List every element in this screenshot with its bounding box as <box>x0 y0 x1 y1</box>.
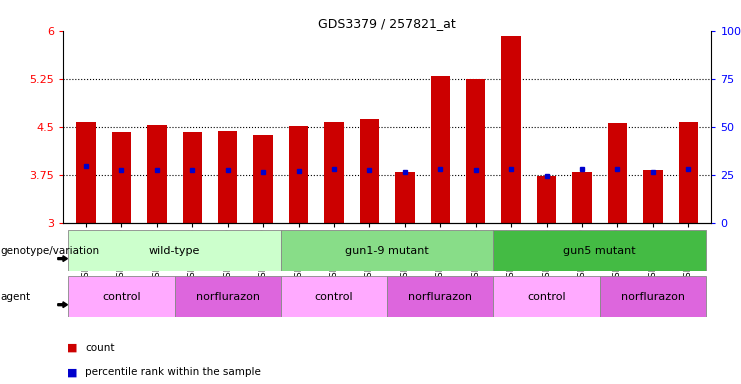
Bar <box>494 276 599 317</box>
Bar <box>494 230 706 271</box>
Bar <box>68 276 175 317</box>
Title: GDS3379 / 257821_at: GDS3379 / 257821_at <box>319 17 456 30</box>
Bar <box>431 76 450 223</box>
Bar <box>253 135 273 223</box>
Bar <box>395 172 415 223</box>
Bar <box>68 230 281 271</box>
Text: ■: ■ <box>67 367 77 377</box>
Bar <box>218 131 237 223</box>
Bar <box>76 122 96 223</box>
Text: genotype/variation: genotype/variation <box>1 245 100 256</box>
Bar <box>289 126 308 223</box>
Text: gun5 mutant: gun5 mutant <box>563 245 636 256</box>
Text: agent: agent <box>1 291 31 302</box>
Text: wild-type: wild-type <box>149 245 200 256</box>
Bar <box>572 172 592 223</box>
Text: norflurazon: norflurazon <box>621 291 685 302</box>
Text: ■: ■ <box>67 343 77 353</box>
Text: control: control <box>315 291 353 302</box>
Bar <box>599 276 706 317</box>
Bar <box>608 123 627 223</box>
Text: percentile rank within the sample: percentile rank within the sample <box>85 367 261 377</box>
Text: count: count <box>85 343 115 353</box>
Bar <box>466 79 485 223</box>
Bar <box>679 122 698 223</box>
Text: control: control <box>528 291 566 302</box>
Bar <box>359 119 379 223</box>
Bar <box>281 230 494 271</box>
Bar <box>643 170 662 223</box>
Text: norflurazon: norflurazon <box>408 291 472 302</box>
Bar <box>182 132 202 223</box>
Bar <box>281 276 388 317</box>
Bar <box>502 36 521 223</box>
Bar <box>537 176 556 223</box>
Text: gun1-9 mutant: gun1-9 mutant <box>345 245 429 256</box>
Text: norflurazon: norflurazon <box>196 291 260 302</box>
Bar <box>147 126 167 223</box>
Bar <box>175 276 281 317</box>
Bar <box>325 122 344 223</box>
Bar <box>112 132 131 223</box>
Text: control: control <box>102 291 141 302</box>
Bar <box>388 276 494 317</box>
